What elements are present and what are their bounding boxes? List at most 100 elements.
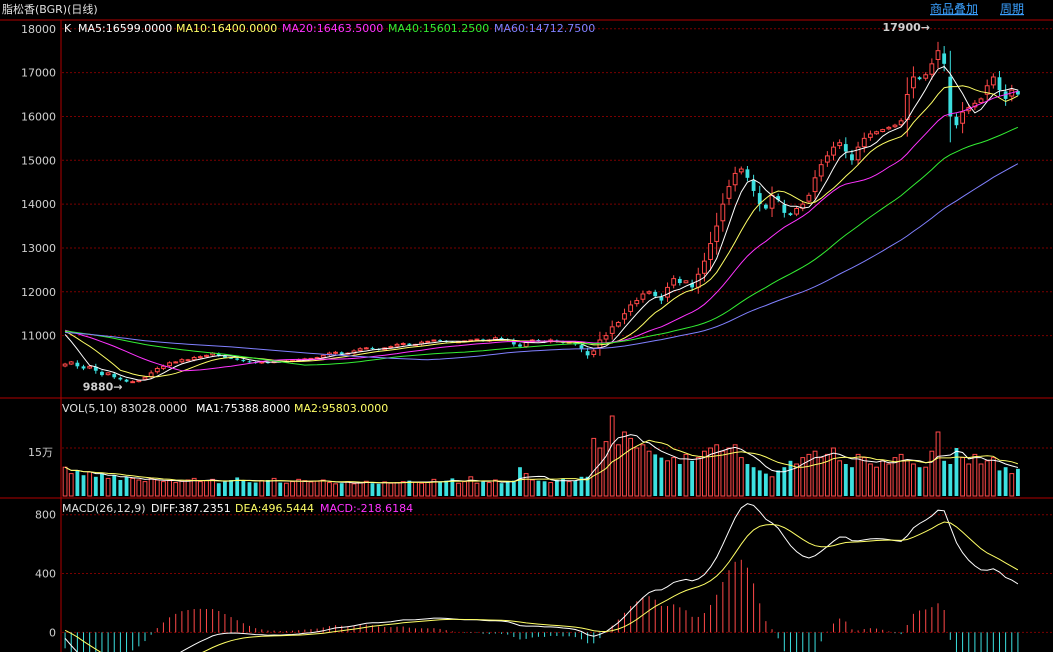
volume-bar (266, 480, 270, 496)
volume-bar (843, 464, 848, 496)
volume-bar (283, 482, 289, 497)
volume-legend: VOL(5,10) 83028.0000 MA1:75388.8000 MA2:… (62, 402, 388, 415)
volume-bar (622, 431, 627, 497)
volume-bar (376, 483, 381, 496)
candle-body (640, 293, 646, 300)
volume-bar (812, 450, 818, 497)
candle-body (179, 359, 185, 363)
candle-body (794, 208, 800, 215)
volume-bar (609, 415, 615, 497)
candle-body (776, 196, 781, 200)
volume-bar (314, 480, 320, 497)
price-tick-label: 15000 (21, 154, 56, 167)
candle-body (665, 286, 670, 298)
volume-bar (536, 480, 541, 496)
candle-body (148, 372, 154, 378)
candle-body (861, 137, 867, 148)
candle (708, 231, 713, 272)
volume-bar (235, 477, 240, 496)
candle-body (806, 194, 812, 202)
candle (935, 41, 941, 69)
overlay-commodity-link[interactable]: 商品叠加 (930, 1, 978, 16)
candle-body (948, 76, 953, 117)
candle (474, 338, 480, 341)
volume-bar (112, 475, 117, 496)
candle (118, 376, 123, 381)
macd-lines (64, 503, 1019, 652)
ma40-line (65, 126, 1019, 366)
candle-body (388, 346, 394, 349)
candle-body (124, 379, 129, 382)
candle-body (407, 343, 412, 346)
candle-body (867, 133, 873, 138)
candle-body (394, 343, 400, 347)
volume-bar (173, 482, 179, 497)
candle (776, 193, 781, 203)
candle-body (511, 340, 516, 345)
candle-body (223, 355, 227, 358)
ma5-line (64, 65, 1019, 381)
volume-bar (628, 437, 634, 497)
candle (93, 363, 98, 374)
macd-diff-line (64, 503, 1019, 652)
candle (112, 372, 117, 379)
volume-bar (505, 481, 510, 496)
volume-bar (923, 466, 929, 497)
period-link[interactable]: 周期 (1000, 2, 1024, 16)
candle-body (499, 337, 504, 340)
candle (609, 320, 615, 340)
candle-body (990, 76, 996, 86)
candle (806, 192, 812, 204)
candle (363, 346, 369, 350)
volume-bar (241, 480, 246, 496)
volume-bar (278, 482, 283, 496)
candle-body (745, 169, 750, 178)
legend-dea: DEA:496.5444 (235, 502, 314, 515)
candle (874, 130, 879, 135)
candle (997, 70, 1002, 97)
volume-bar (671, 457, 677, 497)
candle (185, 358, 191, 362)
volume-bar (75, 470, 80, 496)
volume-bar (788, 460, 793, 496)
volume-bar (818, 457, 824, 497)
volume-bar (394, 482, 400, 497)
candle-body (431, 339, 437, 342)
candle (751, 174, 756, 197)
candle (81, 364, 86, 371)
price-tick-label: 11000 (21, 330, 56, 343)
legend-ma60: MA60:14712.7500 (494, 22, 595, 35)
candle-body (425, 340, 431, 343)
legend-ma20: MA20:16463.5000 (282, 22, 383, 35)
volume-bar (290, 481, 295, 497)
volume-bar (197, 481, 203, 497)
candle (923, 72, 929, 81)
legend-diff: DIFF:387.2351 (151, 502, 231, 515)
candle-body (904, 94, 910, 120)
volume-bar (529, 479, 535, 497)
candle-body (874, 131, 879, 135)
candle (1003, 84, 1008, 106)
candle (615, 320, 621, 328)
candle (62, 362, 68, 368)
high-price-label: 17900→ (883, 21, 931, 34)
volume-bars (62, 415, 1020, 497)
candle-body (615, 321, 621, 327)
volume-bar (400, 481, 406, 497)
legend-macd: MACD(26,12,9) (62, 502, 146, 515)
volume-bar (357, 482, 363, 497)
volume-bar (87, 471, 93, 497)
candle-body (167, 362, 172, 367)
volume-bar (161, 481, 166, 497)
legend-k: K (64, 22, 72, 35)
candle (75, 360, 80, 369)
volume-bar (929, 450, 935, 497)
legend-ma5: MA5:16599.0000 (78, 22, 172, 35)
candle (812, 170, 818, 200)
candle-body (142, 376, 148, 380)
volume-bar (259, 480, 265, 497)
volume-bar (419, 482, 425, 497)
volume-bar (782, 467, 787, 496)
candle (824, 151, 830, 167)
volume-bar (130, 477, 136, 497)
